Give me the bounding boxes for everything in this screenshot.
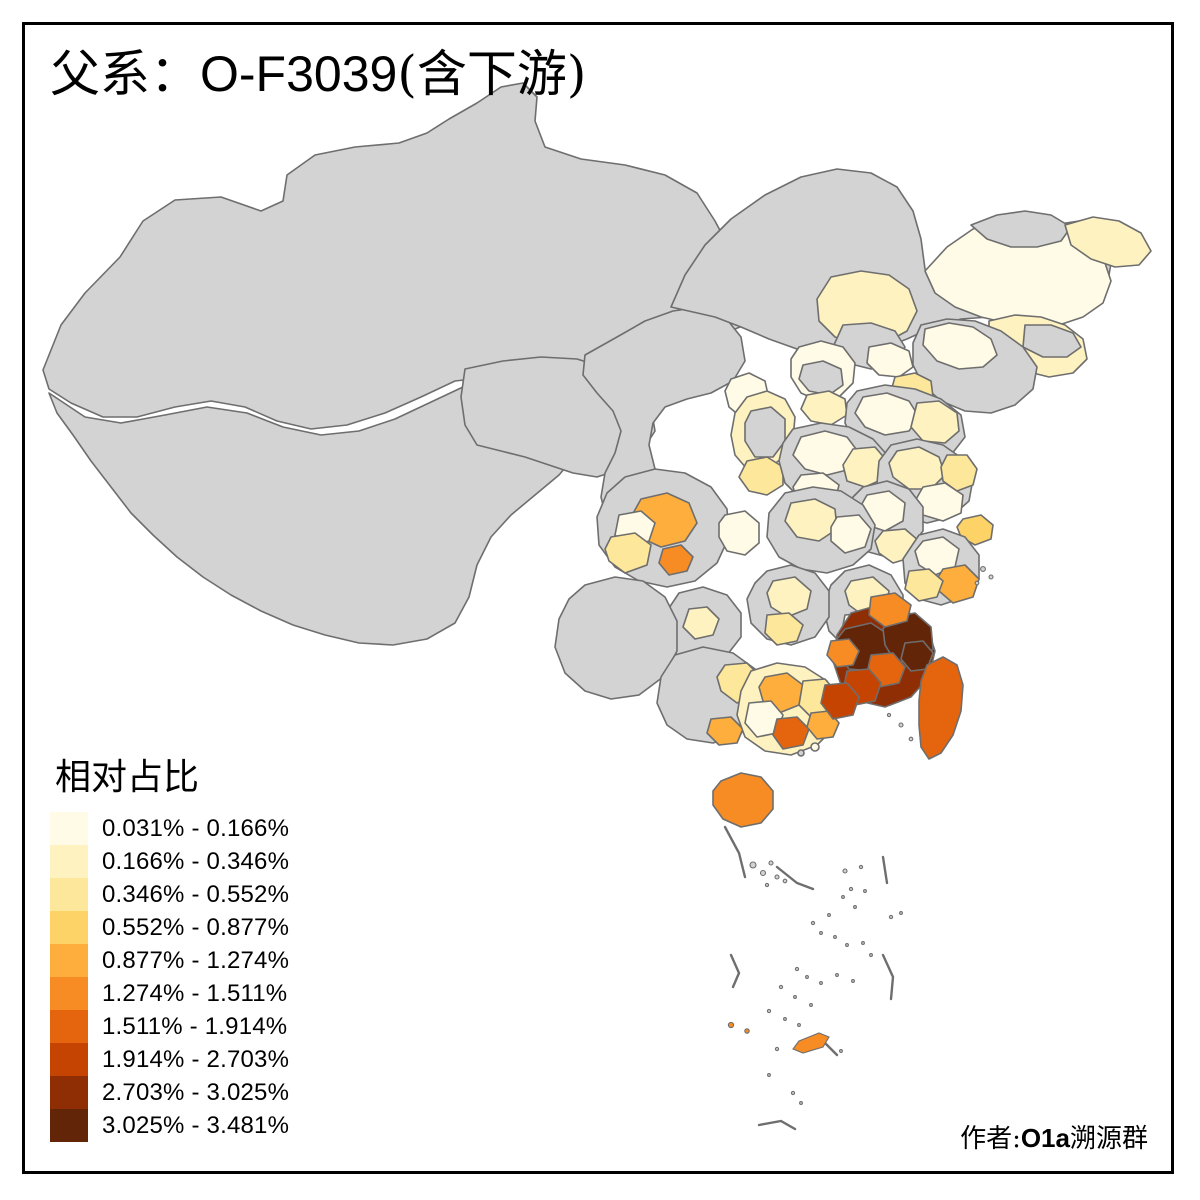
legend-swatch	[50, 812, 88, 845]
region-hunan-sub-a	[766, 576, 812, 618]
region-hainan	[712, 772, 774, 828]
attribution-handle: O1a	[1020, 1123, 1070, 1153]
attribution: 作者:O1a溯源群	[960, 1118, 1148, 1155]
region-chongqing	[718, 510, 760, 556]
legend-label: 0.346% - 0.552%	[102, 880, 290, 908]
region-fujian-sub-f	[868, 592, 912, 628]
region-jilin-nodata	[1022, 324, 1082, 358]
legend-item: 2.703% - 3.025%	[50, 1076, 289, 1109]
legend-swatch	[50, 1076, 88, 1109]
legend: 相对占比 0.031% - 0.166% 0.166% - 0.346% 0.3…	[50, 748, 289, 1142]
region-shanxi-nodata	[798, 360, 844, 396]
legend-label: 1.274% - 1.511%	[102, 979, 288, 1007]
legend-item: 0.552% - 0.877%	[50, 911, 289, 944]
title-haplogroup: O-F3039	[200, 46, 398, 102]
legend-label: 0.877% - 1.274%	[102, 946, 290, 974]
legend-swatch	[50, 944, 88, 977]
legend-swatch	[50, 1010, 88, 1043]
region-yunnan	[554, 576, 678, 700]
region-liaoning-sub	[922, 322, 998, 370]
south-china-sea-islands	[723, 825, 903, 1131]
chart-title: 父系：O-F3039(含下游)	[50, 47, 586, 102]
region-shandong-sub-a	[854, 392, 920, 436]
legend-swatch	[50, 977, 88, 1010]
region-fujian-sub-g	[826, 638, 860, 668]
legend-label: 1.511% - 1.914%	[102, 1012, 288, 1040]
legend-item: 0.346% - 0.552%	[50, 878, 289, 911]
choropleth-map: .rg { stroke:#6e6e6e; stroke-width:1.6; …	[25, 25, 1171, 1171]
region-hongkong	[810, 742, 820, 752]
region-heilongjiang-nodata-a	[970, 210, 1072, 248]
legend-swatch	[50, 1109, 88, 1142]
region-sichuan-sub-c	[604, 532, 652, 574]
legend-swatch	[50, 845, 88, 878]
region-shaanxi-nodata	[744, 406, 786, 458]
island-highlighted	[792, 1032, 830, 1054]
legend-title: 相对占比	[55, 757, 200, 798]
region-shaanxi-s	[738, 456, 784, 496]
region-shandong-sub-b	[910, 400, 960, 444]
region-guangdong-sub-d	[772, 716, 810, 750]
region-hubei-sub-a	[784, 498, 838, 542]
legend-item: 0.166% - 0.346%	[50, 845, 289, 878]
legend-swatch	[50, 1043, 88, 1076]
legend-swatch	[50, 878, 88, 911]
legend-label: 3.025% - 3.481%	[102, 1111, 290, 1139]
legend-label: 0.552% - 0.877%	[102, 913, 290, 941]
legend-label: 1.914% - 2.703%	[102, 1045, 290, 1073]
legend-label: 0.166% - 0.346%	[102, 847, 290, 875]
title-prefix: 父系：	[50, 45, 200, 103]
region-guangxi-sub-b	[706, 716, 744, 746]
offshore-islets	[886, 566, 994, 742]
region-fujian-sub-h	[820, 682, 860, 720]
legend-item: 1.511% - 1.914%	[50, 1010, 289, 1043]
legend-item: 1.914% - 2.703%	[50, 1043, 289, 1076]
legend-label: 2.703% - 3.025%	[102, 1078, 290, 1106]
attribution-suffix: 溯源群	[1069, 1124, 1148, 1154]
region-henan-sub-b	[842, 446, 888, 488]
region-jiangsu-sub-c	[940, 454, 978, 492]
legend-item: 0.031% - 0.166%	[50, 812, 289, 845]
legend-label: 0.031% - 0.166%	[102, 814, 290, 842]
region-guizhou-sub	[682, 606, 720, 640]
region-taiwan	[918, 656, 964, 760]
legend-item: 3.025% - 3.481%	[50, 1109, 289, 1142]
region-sichuan-sub-d	[658, 544, 694, 576]
region-heilongjiang-sub-ne	[1064, 216, 1152, 268]
legend-swatch	[50, 911, 88, 944]
region-shanxi-sub	[800, 390, 848, 426]
region-beijing	[866, 342, 914, 378]
map-svg: .rg { stroke:#6e6e6e; stroke-width:1.6; …	[42, 82, 1152, 1131]
legend-item: 1.274% - 1.511%	[50, 977, 289, 1010]
title-suffix: (含下游)	[397, 45, 587, 103]
region-hubei-sub-b	[830, 514, 872, 554]
region-tibet	[48, 382, 586, 646]
region-macau	[797, 749, 805, 757]
region-hunan-sub-b	[764, 612, 804, 646]
region-zhejiang-sub-c	[904, 568, 944, 602]
legend-item: 0.877% - 1.274%	[50, 944, 289, 977]
attribution-prefix: 作者:	[960, 1124, 1021, 1154]
